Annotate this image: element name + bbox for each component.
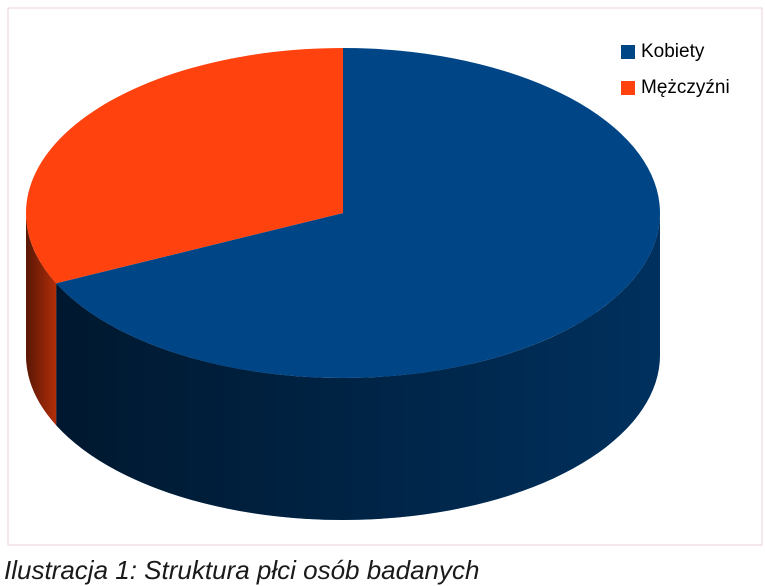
caption: Ilustracja 1: Struktura płci osób badany… xyxy=(4,555,479,585)
pie-side-shade xyxy=(26,213,57,426)
pie-sides xyxy=(26,213,661,520)
chart-frame xyxy=(7,7,763,546)
legend-swatch xyxy=(621,45,635,59)
pie-slice xyxy=(56,48,660,378)
pie-tops xyxy=(25,48,660,378)
pie-side-shade xyxy=(56,213,661,520)
pie-slice xyxy=(25,48,343,284)
legend-label: Mężczyźni xyxy=(641,77,730,98)
legend-label: Kobiety xyxy=(641,41,705,62)
legend: Kobiety Mężczyźni xyxy=(621,41,730,98)
legend-swatch xyxy=(621,81,635,95)
